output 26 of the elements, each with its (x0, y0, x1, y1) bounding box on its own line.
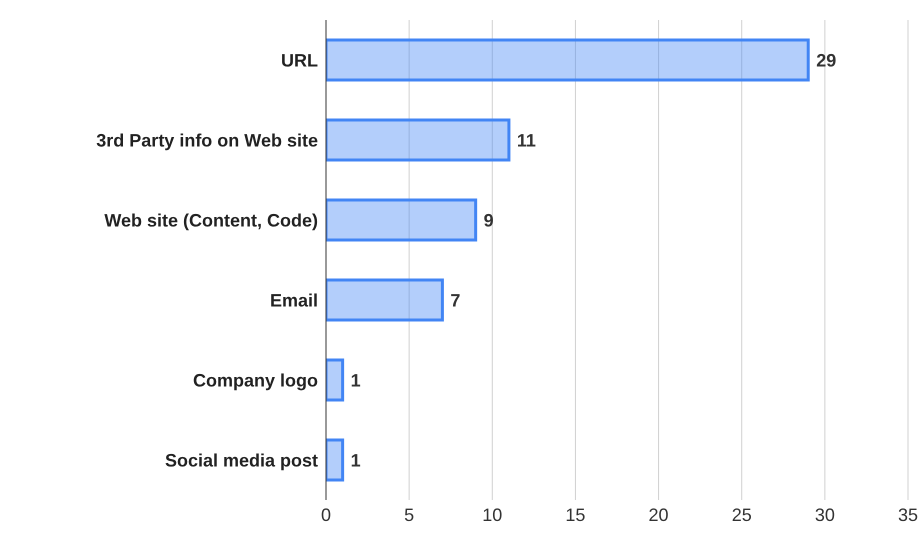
bar (326, 438, 344, 482)
data-label: 1 (350, 370, 361, 390)
data-label: 9 (484, 210, 494, 230)
x-tick-label: 10 (482, 504, 502, 525)
x-tick-label: 35 (898, 504, 918, 525)
x-tick-label: 20 (648, 504, 669, 525)
bar (326, 118, 510, 162)
data-label: 7 (450, 290, 460, 310)
y-tick-label: 3rd Party info on Web site (96, 130, 318, 150)
y-tick-label: Social media post (164, 450, 318, 470)
bar (326, 358, 344, 402)
y-tick-label: URL (281, 50, 318, 70)
bar (326, 38, 810, 82)
data-label: 11 (516, 130, 536, 150)
x-tick-label: 25 (732, 504, 752, 525)
x-tick-label: 30 (814, 504, 835, 525)
y-tick-label: Web site (Content, Code) (104, 210, 318, 230)
x-tick-label: 15 (565, 504, 586, 525)
bar (326, 198, 478, 242)
x-tick-label: 0 (320, 504, 332, 525)
y-tick-label: Company logo (193, 370, 318, 390)
y-tick-label: Email (270, 290, 318, 310)
data-label: 29 (816, 50, 836, 70)
x-tick-label: 5 (404, 504, 414, 525)
bar (326, 278, 444, 322)
data-label: 1 (350, 450, 361, 470)
